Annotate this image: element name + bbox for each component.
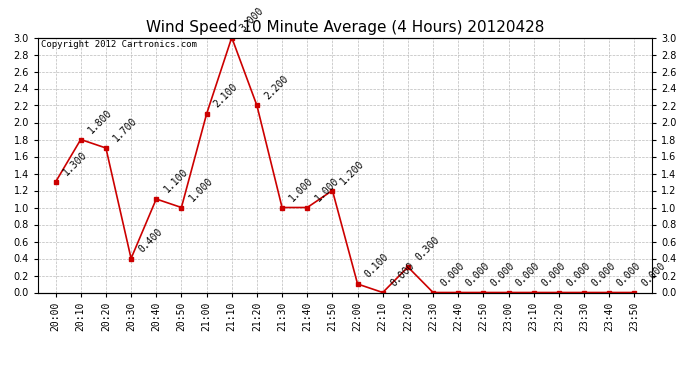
Text: 0.300: 0.300: [413, 235, 442, 263]
Text: 1.100: 1.100: [161, 167, 190, 195]
Text: 2.100: 2.100: [212, 82, 240, 110]
Text: 2.200: 2.200: [262, 74, 290, 101]
Text: 0.000: 0.000: [489, 261, 517, 288]
Text: 0.400: 0.400: [137, 226, 164, 254]
Text: 1.700: 1.700: [112, 116, 139, 144]
Text: Copyright 2012 Cartronics.com: Copyright 2012 Cartronics.com: [41, 40, 197, 49]
Text: 0.000: 0.000: [640, 261, 668, 288]
Text: 3.000: 3.000: [237, 6, 265, 33]
Text: 1.300: 1.300: [61, 150, 89, 178]
Text: 1.000: 1.000: [313, 176, 341, 203]
Text: 0.000: 0.000: [464, 261, 492, 288]
Text: 0.100: 0.100: [363, 252, 391, 280]
Text: 0.000: 0.000: [388, 261, 416, 288]
Text: 0.000: 0.000: [514, 261, 542, 288]
Text: 1.000: 1.000: [288, 176, 315, 203]
Text: 1.000: 1.000: [187, 176, 215, 203]
Text: 1.200: 1.200: [338, 159, 366, 186]
Text: 0.000: 0.000: [590, 261, 618, 288]
Text: 0.000: 0.000: [615, 261, 642, 288]
Text: 1.800: 1.800: [86, 108, 114, 135]
Text: 0.000: 0.000: [540, 261, 567, 288]
Text: 0.000: 0.000: [564, 261, 592, 288]
Text: 0.000: 0.000: [439, 261, 466, 288]
Title: Wind Speed 10 Minute Average (4 Hours) 20120428: Wind Speed 10 Minute Average (4 Hours) 2…: [146, 20, 544, 35]
